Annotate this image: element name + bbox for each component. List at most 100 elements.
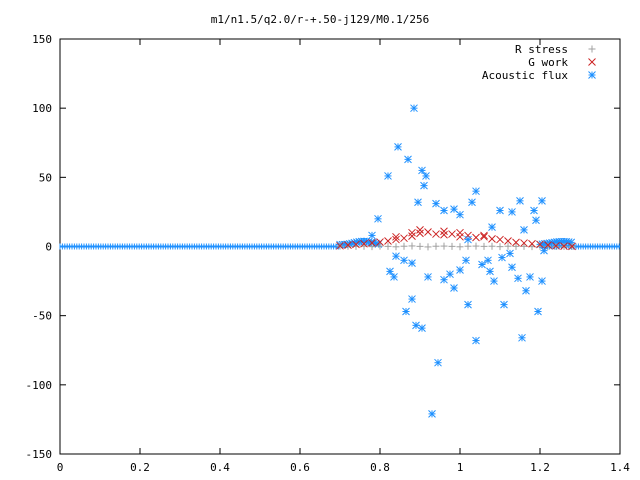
series-1 (336, 226, 576, 251)
data-point (434, 358, 442, 367)
data-point (424, 273, 432, 281)
data-point (496, 235, 504, 244)
data-point (390, 273, 398, 281)
data-point (392, 243, 400, 251)
data-point (568, 242, 576, 251)
legend-label: Acoustic flux (482, 69, 568, 82)
data-point (368, 239, 376, 247)
data-point (392, 232, 400, 241)
data-point (408, 259, 416, 267)
data-point (480, 232, 488, 241)
data-point (450, 205, 458, 214)
data-point (418, 166, 426, 175)
x-tick-label: 1.2 (530, 461, 550, 474)
y-tick-label: 150 (32, 33, 52, 46)
data-point (440, 206, 448, 215)
data-point (404, 155, 412, 164)
x-tick-label: 0 (57, 461, 64, 474)
data-point (456, 228, 464, 237)
axes: 0 0.2 0.4 0.6 0.8 1 1.2 1.4 -150 -100 -50 0 50 100 150 (26, 33, 631, 474)
data-point (486, 267, 494, 276)
data-point (414, 198, 422, 207)
data-point (488, 223, 496, 231)
data-point (472, 187, 480, 196)
data-point (464, 235, 472, 244)
data-point (508, 208, 516, 216)
x-tick-label: 1.4 (610, 461, 630, 474)
data-point (462, 256, 470, 265)
data-point (456, 232, 464, 241)
data-point (520, 242, 528, 250)
data-point (424, 243, 432, 251)
data-point (528, 239, 536, 248)
data-point (508, 263, 516, 272)
data-point (376, 238, 384, 246)
data-point (488, 242, 496, 250)
data-point (400, 234, 408, 243)
legend-marker (588, 58, 596, 66)
data-point (352, 240, 360, 249)
data-point (448, 242, 456, 250)
data-point (344, 241, 352, 249)
data-point (520, 226, 528, 234)
data-point (374, 214, 382, 223)
data-point (504, 242, 512, 250)
x-tick-label: 0.2 (130, 461, 150, 474)
data-point (526, 273, 534, 281)
legend-label: G work (528, 56, 568, 69)
data-point (472, 336, 480, 345)
y-tick-label: 50 (39, 171, 52, 184)
data-point (446, 270, 454, 279)
y-tick-label: -150 (26, 448, 53, 461)
data-point (480, 231, 488, 240)
x-tick-label: 1 (457, 461, 464, 474)
data-point (530, 206, 538, 215)
data-point (506, 249, 514, 258)
data-point (400, 242, 408, 250)
data-point (512, 242, 520, 250)
y-tick-label: -100 (26, 379, 53, 392)
data-point (522, 286, 530, 295)
data-point (368, 231, 376, 240)
data-point (416, 242, 424, 250)
data-point (536, 240, 544, 249)
data-point (464, 242, 472, 250)
data-point (468, 198, 476, 207)
data-point (440, 227, 448, 236)
data-point (344, 242, 352, 250)
y-tick-label: 100 (32, 102, 52, 115)
data-point (392, 252, 400, 261)
data-point (512, 238, 520, 247)
data-point (416, 229, 424, 238)
y-tick-label: -50 (32, 310, 52, 323)
data-point (440, 230, 448, 239)
data-point (472, 242, 480, 250)
data-point (516, 196, 524, 205)
data-point (514, 274, 522, 283)
data-point (440, 242, 448, 250)
data-point (484, 256, 492, 265)
data-point (418, 324, 426, 332)
data-point (520, 239, 528, 247)
data-point (496, 243, 504, 251)
data-point (480, 242, 488, 250)
data-point (472, 233, 480, 242)
data-point (384, 237, 392, 245)
data-point (384, 242, 392, 250)
data-point (402, 307, 410, 316)
data-point (376, 242, 384, 250)
x-tick-label: 0.4 (210, 461, 230, 474)
data-point (544, 242, 552, 250)
data-point (448, 230, 456, 238)
data-point (464, 300, 472, 309)
data-point (368, 243, 376, 251)
plot-area (336, 104, 576, 418)
data-point (496, 206, 504, 215)
data-point (408, 232, 416, 240)
data-point (490, 277, 498, 285)
data-point (432, 242, 440, 250)
data-point (552, 241, 560, 250)
data-point (412, 321, 420, 330)
data-point (428, 410, 436, 418)
